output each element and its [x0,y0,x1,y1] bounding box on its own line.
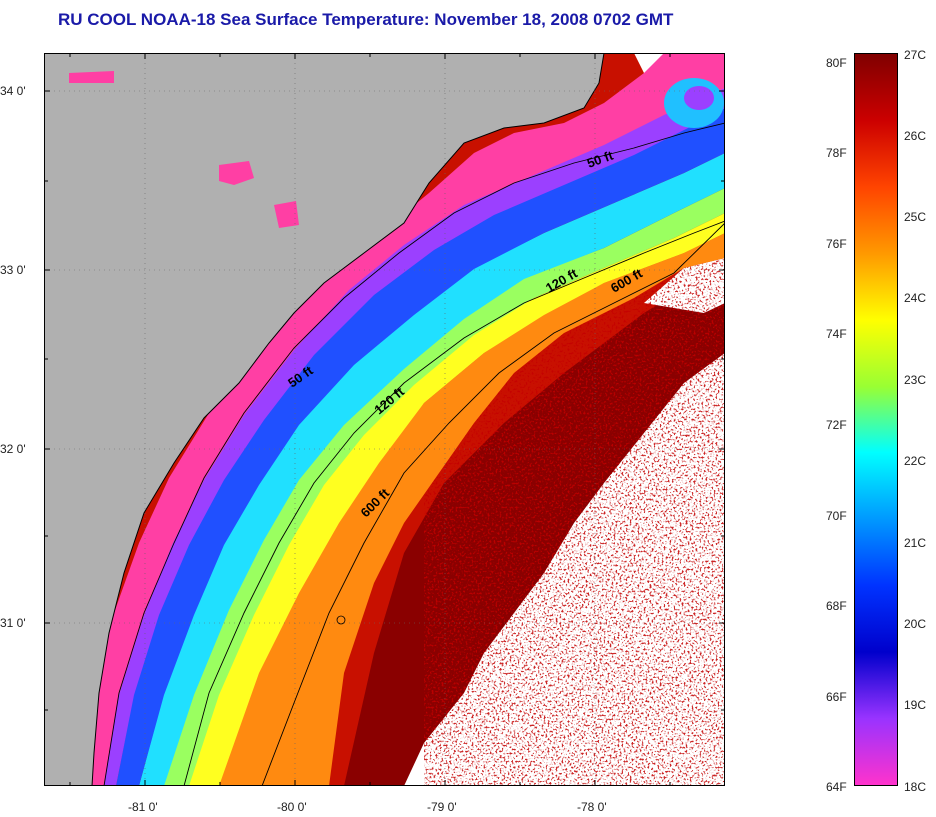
colorbar-f-label-76: 76F [826,237,847,251]
station-marker [336,615,346,625]
colorbar-f-label-66: 66F [826,690,847,704]
lat-label-33: 33 0' [0,263,26,277]
contour-120ft [183,220,725,786]
contour-600ft [261,222,725,786]
lon-label-80: -80 0' [277,800,307,814]
grid-lines [44,53,725,786]
colorbar-c-label-20: 20C [904,617,927,631]
colorbar-f-label-64: 64F [826,780,847,794]
coastline [91,53,605,786]
map-frame [44,53,725,786]
sst-cyan-band [139,153,725,786]
colorbar-c-label-21: 21C [904,536,927,550]
land-pink-patch-2 [219,161,254,185]
sst-map: 50 ft 50 ft 120 ft 120 ft 600 ft 600 ft [44,53,725,786]
cold-eddy-inner [684,86,714,110]
colorbar-c-label-23: 23C [904,373,927,387]
colorbar-f-label-70: 70F [826,509,847,523]
colorbar-c-label-19: 19C [904,698,927,712]
colorbar-c-label-25: 25C [904,210,927,224]
colorbar-c-label-22: 22C [904,454,927,468]
colorbar-c-label-27: 27C [904,48,927,62]
sst-blue-band [116,108,725,786]
sst-orange-band [204,233,725,786]
lon-label-79: -79 0' [427,800,457,814]
lon-label-81: -81 0' [128,800,158,814]
colorbar-c-label-24: 24C [904,291,927,305]
sst-coastal-pink-band [84,53,725,786]
colorbar-f-label-80: 80F [826,56,847,70]
contour-50ft [103,122,725,786]
colorbar-f-label-72: 72F [826,418,847,432]
land-pink-patch-3 [274,201,299,228]
tick-marks [44,53,725,786]
colorbar-f-label-78: 78F [826,146,847,160]
land-pink-patch [69,71,114,83]
colorbar [854,53,898,786]
sst-yellow-band [184,213,725,786]
lon-label-78: -78 0' [577,800,607,814]
map-title: RU COOL NOAA-18 Sea Surface Temperature:… [58,10,674,29]
colorbar-c-label-18: 18C [904,780,927,794]
colorbar-f-label-68: 68F [826,599,847,613]
land-mass [44,53,604,786]
colorbar-f-label-74: 74F [826,327,847,341]
colorbar-c-label-26: 26C [904,129,927,143]
sst-map-canvas: 50 ft 50 ft 120 ft 120 ft 600 ft 600 ft [44,53,725,786]
lat-label-31: 31 0' [0,616,26,630]
lat-label-32: 32 0' [0,442,26,456]
lat-label-34: 34 0' [0,84,26,98]
